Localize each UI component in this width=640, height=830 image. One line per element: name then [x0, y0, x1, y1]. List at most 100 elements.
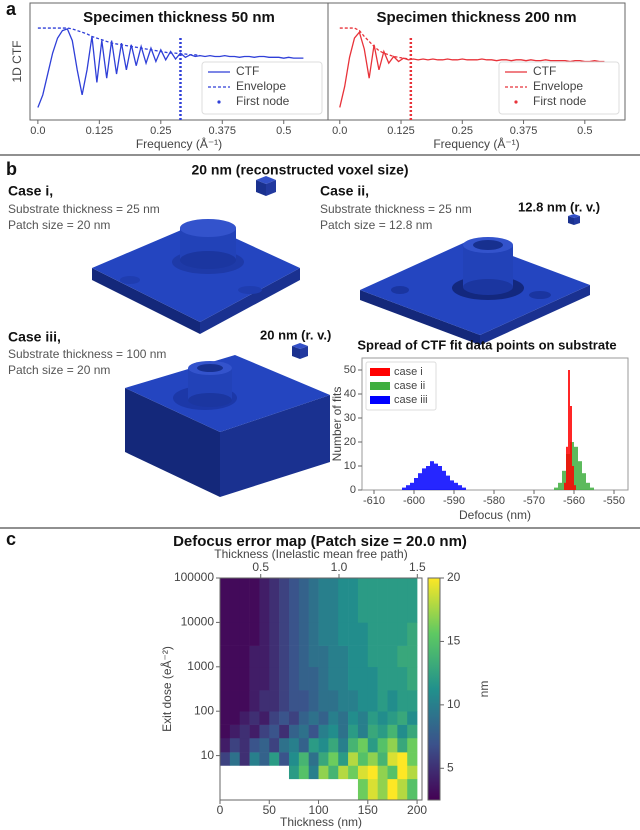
heatmap-cell [298, 622, 309, 646]
heatmap-cell [269, 711, 280, 725]
heatmap-cell [239, 645, 250, 668]
heatmap-cell [367, 765, 378, 780]
heatmap-cell [397, 622, 408, 646]
heatmap-cell [298, 645, 309, 668]
heatmap-cell [397, 724, 408, 739]
heatmap-cell [348, 724, 359, 739]
y-tick-label: 30 [344, 412, 356, 424]
surface-render [360, 237, 590, 345]
heatmap-cell [338, 578, 349, 623]
legend-label: Envelope [533, 79, 583, 93]
heatmap-cell [239, 711, 250, 725]
heatmap-cell [298, 578, 309, 623]
heatmap-cell [288, 737, 300, 753]
heatmap-cell [288, 711, 300, 725]
heatmap-cell [407, 724, 418, 739]
legend-swatch [217, 100, 221, 104]
case-detail: Substrate thickness = 25 nm [320, 202, 472, 216]
heatmap-cell [308, 645, 319, 668]
heatmap-cell [249, 724, 260, 739]
legend-label: CTF [236, 64, 259, 78]
heatmap-cell [318, 711, 329, 725]
heatmap-cell [220, 622, 231, 646]
heatmap-cell [407, 765, 418, 780]
x-tick-label: 0.0 [30, 125, 45, 137]
x-tick-label: 150 [358, 803, 378, 817]
x-tick-label: 100 [309, 803, 329, 817]
heatmap-cell [387, 778, 398, 801]
histogram-bar [410, 482, 414, 490]
heatmap-cell [407, 666, 418, 691]
histogram-bar [590, 487, 594, 490]
x2-tick-label: 0.5 [252, 560, 269, 574]
case-detail: Patch size = 20 nm [8, 218, 110, 232]
heatmap-cell [288, 724, 300, 739]
histogram-bar [568, 370, 570, 490]
heatmap-cell [249, 645, 260, 668]
heatmap-cell [387, 711, 398, 725]
x-tick-label: -550 [603, 495, 625, 507]
x2-tick-label: 1.0 [331, 560, 348, 574]
legend-box [498, 61, 620, 115]
y-tick-label: 100000 [174, 570, 214, 584]
histogram-bar [586, 482, 590, 490]
heatmap-cell [229, 645, 241, 668]
heatmap-cell [338, 690, 349, 712]
heatmap-cell [348, 666, 359, 691]
surface-render [125, 355, 330, 497]
colorbar-tick-label: 20 [447, 570, 461, 584]
heatmap-cell [288, 622, 300, 646]
x-tick-label: -560 [563, 495, 585, 507]
heatmap-cell [259, 711, 270, 725]
heatmap-cell [229, 711, 241, 725]
histogram-bar [418, 473, 422, 490]
heatmap-cell [229, 752, 241, 766]
heatmap-cell [220, 645, 231, 668]
x-tick-label: 0.0 [332, 125, 347, 137]
heatmap-cell [357, 622, 369, 646]
heatmap-cell [348, 737, 359, 753]
heatmap-cell [338, 737, 349, 753]
heatmap-cell [377, 724, 388, 739]
heatmap-cell [348, 622, 359, 646]
heatmap-cell [357, 666, 369, 691]
ctf-line [339, 27, 409, 60]
heatmap-cell [367, 724, 378, 739]
panel-label: b [6, 159, 17, 179]
heatmap-cell [298, 690, 309, 712]
heatmap-cell [308, 666, 319, 691]
colorbar-tick-label: 10 [447, 697, 461, 711]
heatmap-cell [239, 578, 250, 623]
y-tick-label: 10000 [181, 615, 215, 629]
heatmap-cell [397, 645, 408, 668]
heatmap-cell [318, 737, 329, 753]
histogram-bar [402, 487, 406, 490]
x-tick-label: -590 [443, 495, 465, 507]
voxel-cube [256, 176, 276, 196]
plot-title: Specimen thickness 200 nm [376, 9, 576, 26]
heatmap-cell [377, 645, 388, 668]
heatmap-cell [298, 666, 309, 691]
heatmap-cell [259, 737, 270, 753]
x-tick-label: 50 [263, 803, 277, 817]
legend-label: case i [394, 366, 423, 378]
plot-title: Defocus error map (Patch size = 20.0 nm) [173, 533, 467, 550]
heatmap-cell [397, 737, 408, 753]
heatmap-cell [279, 752, 290, 766]
histogram-bar [462, 487, 466, 490]
y-axis-label: Number of fits [330, 387, 344, 462]
heatmap-cell [249, 666, 260, 691]
x-tick-label: -570 [523, 495, 545, 507]
histogram-bar [578, 461, 582, 490]
heatmap-cell [387, 578, 398, 623]
heatmap-cell [397, 690, 408, 712]
heatmap-cell [377, 578, 388, 623]
x-tick-label: 0.375 [510, 125, 538, 137]
heatmap-cell [308, 578, 319, 623]
heatmap-cell [279, 578, 290, 623]
heatmap-cell [377, 690, 388, 712]
heatmap-cell [288, 666, 300, 691]
heatmap-cell [308, 752, 319, 766]
x-tick-label: -610 [363, 495, 385, 507]
heatmap-cell [308, 711, 319, 725]
